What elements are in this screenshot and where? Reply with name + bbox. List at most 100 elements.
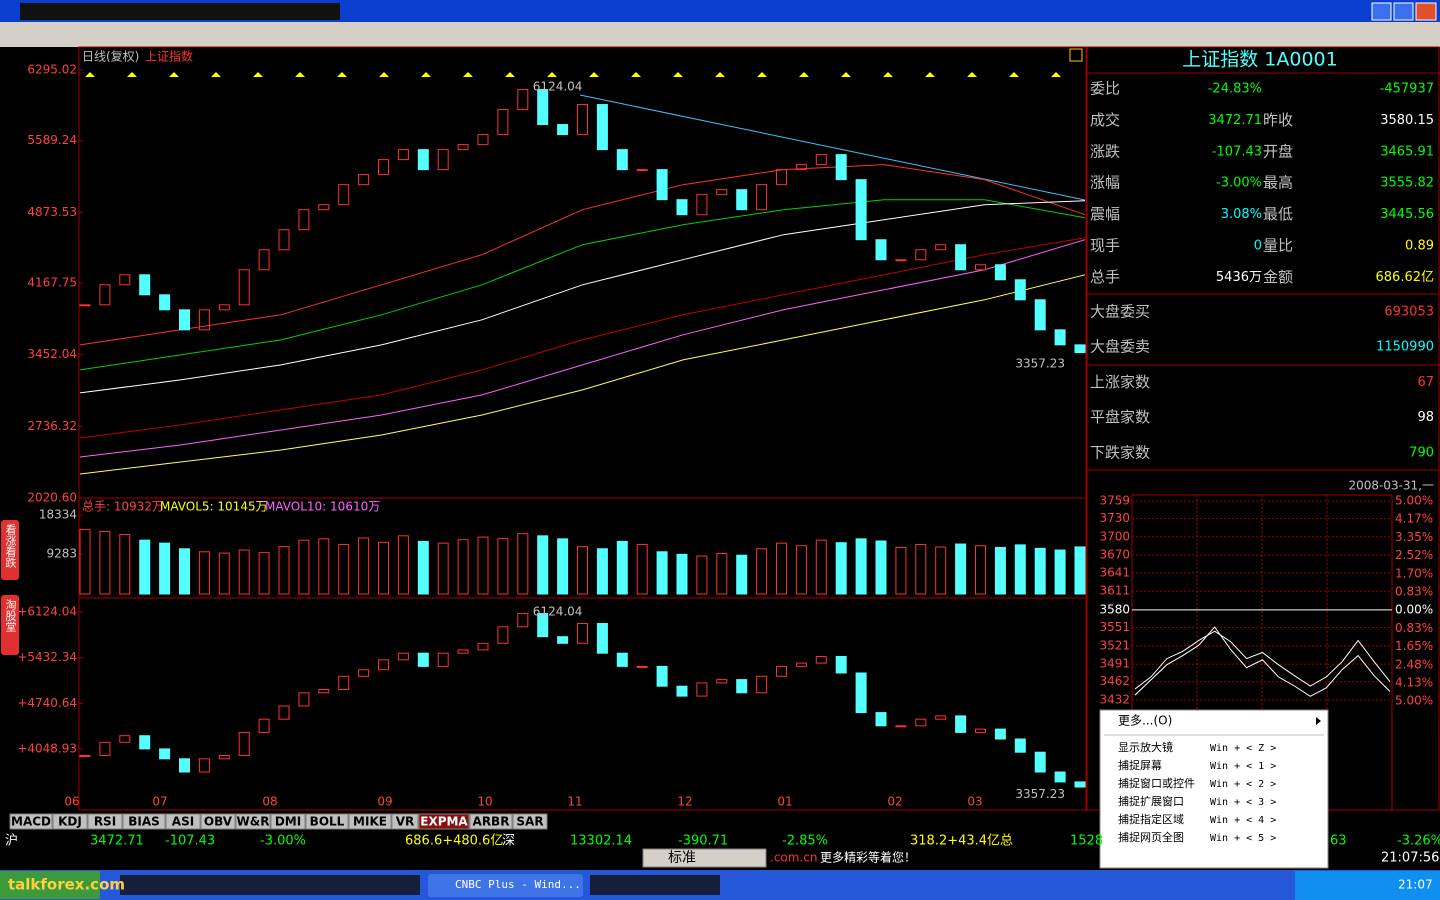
indicator-tab[interactable] bbox=[52, 813, 88, 830]
menu-item[interactable]: 更多...(O) bbox=[1118, 714, 1172, 728]
expma-candle bbox=[477, 642, 489, 651]
side-tab[interactable] bbox=[1, 595, 19, 655]
indicator-tab[interactable] bbox=[122, 813, 166, 830]
indicator-tab[interactable] bbox=[348, 813, 392, 830]
volume-bar bbox=[577, 546, 588, 595]
quote-value: 3580.15 bbox=[1380, 113, 1434, 128]
ime-bar bbox=[642, 848, 767, 868]
expand-button[interactable] bbox=[1069, 48, 1083, 62]
candle bbox=[756, 184, 768, 211]
candle bbox=[159, 294, 171, 311]
candle bbox=[736, 189, 748, 211]
volume-bar bbox=[855, 538, 867, 595]
candle bbox=[875, 239, 887, 261]
side-tab[interactable] bbox=[1, 520, 19, 580]
quote-label: 大盘委卖 bbox=[1090, 338, 1150, 356]
intraday-line bbox=[1134, 626, 1391, 697]
candle bbox=[417, 149, 429, 171]
volume-bar bbox=[397, 535, 409, 595]
signal-marker bbox=[883, 72, 893, 77]
quote-value: 0.89 bbox=[1405, 239, 1434, 254]
taskbar-window[interactable]: CNBC Plus - Wind... bbox=[455, 878, 581, 891]
menu-shortcut: Win + < 3 > bbox=[1210, 797, 1276, 808]
start-button[interactable] bbox=[0, 871, 100, 899]
month-label: 07 bbox=[152, 795, 167, 809]
menu-item[interactable]: 捕捉扩展窗口 bbox=[1118, 794, 1184, 808]
percent-label: 4.13% bbox=[1395, 676, 1433, 690]
percent-label: 0.00% bbox=[1395, 603, 1433, 617]
month-label: 11 bbox=[567, 795, 582, 809]
expma-candle bbox=[557, 636, 569, 644]
month-label: 01 bbox=[777, 795, 792, 809]
slogan: 更多精彩等着您！ bbox=[820, 850, 916, 865]
indicator-tab[interactable] bbox=[270, 813, 306, 830]
close-button[interactable] bbox=[1415, 2, 1437, 21]
quote-label: 昨收 bbox=[1263, 111, 1293, 129]
indicator-tab[interactable] bbox=[469, 813, 513, 830]
expma-candle bbox=[397, 652, 409, 661]
indicator-tab[interactable] bbox=[512, 813, 548, 830]
indicator-tab[interactable] bbox=[87, 813, 123, 830]
candle bbox=[656, 169, 668, 201]
quote-value: 3472.71 bbox=[1208, 113, 1262, 128]
percent-label: 2.48% bbox=[1395, 657, 1433, 671]
menu-item[interactable]: 捕捉网页全图 bbox=[1118, 830, 1184, 844]
indicator-tab[interactable] bbox=[235, 813, 271, 830]
menu-shortcut: Win + < 4 > bbox=[1210, 815, 1276, 826]
indicator-tab[interactable] bbox=[305, 813, 349, 830]
candle bbox=[139, 274, 151, 296]
status-item: 13302.14 bbox=[570, 834, 632, 849]
volume-bar bbox=[1034, 547, 1046, 595]
quote-value: 98 bbox=[1417, 410, 1434, 425]
month-label: 06 bbox=[64, 795, 79, 809]
signal-marker bbox=[505, 72, 515, 77]
volume-bar bbox=[338, 543, 350, 595]
indicator-tab[interactable] bbox=[418, 813, 470, 830]
candle bbox=[696, 194, 708, 216]
quote-value: -457937 bbox=[1380, 82, 1434, 97]
y-tick-label: 3759 bbox=[1099, 494, 1130, 508]
status-item: 3472.71 bbox=[90, 834, 144, 849]
quote-title: 上证指数 1A0001 bbox=[1182, 49, 1337, 71]
volume-bar bbox=[955, 543, 967, 595]
menu-item[interactable]: 捕捉屏幕 bbox=[1118, 758, 1162, 772]
quote-value: 1150990 bbox=[1376, 340, 1434, 355]
candle bbox=[1034, 299, 1046, 331]
candle bbox=[378, 159, 389, 176]
menu-item[interactable]: 捕捉窗口或控件 bbox=[1118, 776, 1195, 790]
volume-bar bbox=[278, 546, 290, 595]
quote-label: 下跌家数 bbox=[1090, 443, 1150, 461]
menu-shortcut: Win + < 2 > bbox=[1210, 779, 1276, 790]
expma-candle bbox=[198, 758, 210, 773]
taskbar-button[interactable] bbox=[428, 874, 583, 897]
signal-marker bbox=[127, 72, 137, 77]
indicator-tab[interactable] bbox=[391, 813, 419, 830]
candle bbox=[537, 89, 549, 126]
moving-average bbox=[79, 237, 1086, 439]
volume-bar bbox=[1074, 546, 1086, 595]
candle bbox=[975, 264, 986, 271]
candle bbox=[835, 154, 847, 181]
quote-label: 开盘 bbox=[1263, 142, 1293, 160]
indicator-tab[interactable] bbox=[165, 813, 201, 830]
menu-item[interactable]: 显示放大镜 bbox=[1118, 740, 1173, 754]
status-item: 沪 bbox=[5, 833, 18, 849]
candle bbox=[517, 89, 529, 111]
volume-bar bbox=[716, 552, 728, 595]
indicator-tab[interactable] bbox=[200, 813, 236, 830]
volume-bar bbox=[875, 540, 887, 595]
indicator-tab-label: W&R bbox=[237, 815, 270, 829]
menu-item[interactable]: 捕捉指定区域 bbox=[1118, 812, 1184, 826]
volume-bar bbox=[417, 540, 429, 595]
y-tick-label: 3551 bbox=[1099, 620, 1130, 634]
minimize-button[interactable] bbox=[1371, 2, 1392, 21]
redaction bbox=[20, 3, 340, 20]
volume-bar bbox=[776, 542, 787, 595]
restore-button[interactable] bbox=[1393, 2, 1414, 21]
quote-label: 上涨家数 bbox=[1090, 373, 1150, 391]
month-label: 10 bbox=[477, 795, 492, 809]
quote-value: 3.08% bbox=[1221, 207, 1262, 222]
indicator-tab[interactable] bbox=[9, 813, 53, 830]
candle bbox=[676, 199, 688, 216]
